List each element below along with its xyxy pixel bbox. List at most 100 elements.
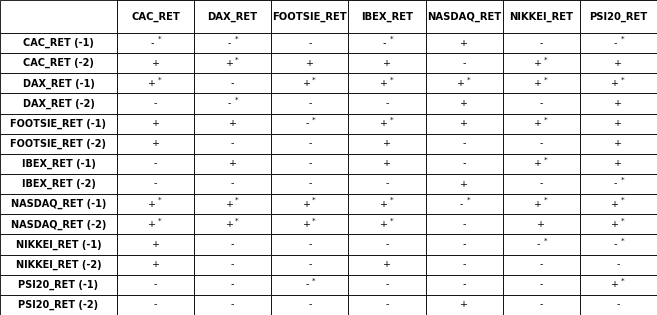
Text: +: + [614, 119, 622, 128]
Text: CAC_RET (-2): CAC_RET (-2) [23, 58, 94, 68]
Bar [503, 94, 580, 114]
Text: +: + [152, 59, 160, 68]
Text: NIKKEI_RET: NIKKEI_RET [509, 11, 574, 22]
Text: -: - [305, 280, 308, 289]
Text: *: * [235, 197, 238, 203]
Text: +: + [225, 220, 234, 229]
Bar [194, 214, 271, 234]
Bar [580, 33, 657, 53]
Bar [580, 73, 657, 94]
Bar [580, 255, 657, 275]
Text: +: + [303, 79, 311, 88]
Bar [271, 0, 348, 33]
Text: +: + [614, 139, 622, 148]
Bar [503, 174, 580, 194]
Bar [348, 234, 426, 255]
Bar [426, 33, 503, 53]
Text: +: + [460, 180, 468, 189]
Text: *: * [312, 217, 316, 223]
Text: +: + [534, 79, 542, 88]
Bar [348, 295, 426, 315]
Text: +: + [614, 59, 622, 68]
Bar [271, 154, 348, 174]
Text: -: - [459, 200, 463, 209]
Text: +: + [380, 79, 388, 88]
Bar [580, 295, 657, 315]
Text: +: + [225, 200, 234, 209]
Text: *: * [312, 197, 316, 203]
Text: -: - [385, 180, 389, 189]
Bar [271, 275, 348, 295]
Bar [426, 174, 503, 194]
Bar [503, 154, 580, 174]
Bar [194, 194, 271, 214]
Text: NIKKEI_RET (-2): NIKKEI_RET (-2) [16, 260, 101, 270]
Text: +: + [152, 260, 160, 269]
Bar [426, 234, 503, 255]
Bar [117, 73, 194, 94]
Text: *: * [312, 278, 316, 284]
Text: -: - [463, 159, 466, 169]
Text: -: - [154, 159, 157, 169]
Bar [117, 214, 194, 234]
Bar [271, 174, 348, 194]
Bar [503, 234, 580, 255]
Bar [348, 33, 426, 53]
Text: *: * [544, 238, 547, 243]
Text: -: - [539, 301, 543, 309]
Bar [348, 73, 426, 94]
Text: +: + [303, 200, 311, 209]
Text: *: * [544, 157, 547, 163]
Bar [271, 33, 348, 53]
Text: *: * [390, 217, 393, 223]
Text: -: - [228, 99, 231, 108]
Bar [348, 214, 426, 234]
Text: *: * [312, 77, 316, 83]
Text: +: + [225, 59, 234, 68]
Text: -: - [154, 99, 157, 108]
Bar [117, 0, 194, 33]
Text: *: * [544, 56, 547, 62]
Bar [348, 255, 426, 275]
Text: *: * [158, 36, 162, 42]
Bar [0, 53, 117, 73]
Text: +: + [534, 59, 542, 68]
Bar [194, 33, 271, 53]
Text: -: - [308, 180, 311, 189]
Bar [503, 53, 580, 73]
Text: *: * [466, 197, 470, 203]
Bar [271, 255, 348, 275]
Bar [0, 174, 117, 194]
Bar [194, 134, 271, 154]
Bar [0, 114, 117, 134]
Text: -: - [537, 240, 540, 249]
Bar [580, 174, 657, 194]
Text: *: * [621, 217, 625, 223]
Text: NASDAQ_RET (-2): NASDAQ_RET (-2) [11, 219, 106, 230]
Bar [271, 73, 348, 94]
Bar [580, 0, 657, 33]
Bar [503, 33, 580, 53]
Bar [117, 0, 657, 315]
Text: -: - [150, 39, 154, 48]
Bar [117, 295, 194, 315]
Bar [117, 154, 194, 174]
Bar [194, 94, 271, 114]
Bar [271, 214, 348, 234]
Bar [194, 234, 271, 255]
Bar [0, 94, 117, 114]
Text: +: + [383, 260, 391, 269]
Text: +: + [612, 200, 620, 209]
Text: -: - [617, 260, 620, 269]
Bar [426, 114, 503, 134]
Bar [117, 234, 194, 255]
Bar [426, 214, 503, 234]
Text: -: - [463, 240, 466, 249]
Bar [0, 194, 117, 214]
Text: PSI20_RET (-2): PSI20_RET (-2) [18, 300, 99, 310]
Text: -: - [305, 119, 308, 128]
Text: -: - [382, 39, 386, 48]
Text: -: - [463, 139, 466, 148]
Text: NIKKEI_RET (-1): NIKKEI_RET (-1) [16, 239, 101, 250]
Text: +: + [383, 139, 391, 148]
